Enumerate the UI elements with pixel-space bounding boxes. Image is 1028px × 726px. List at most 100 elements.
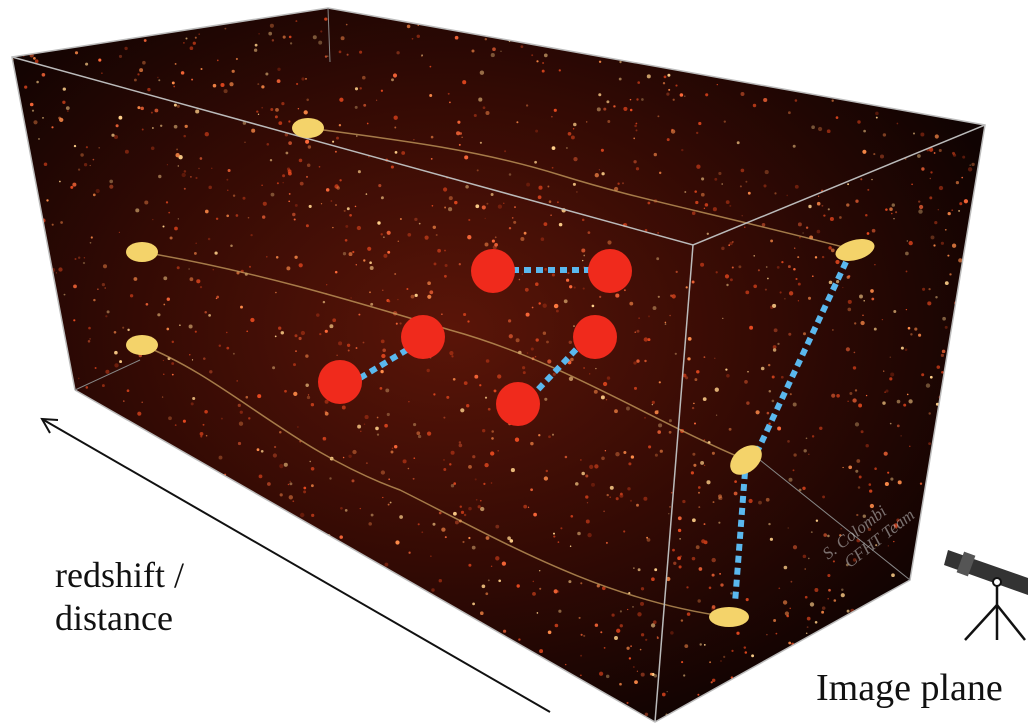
galaxy bbox=[472, 546, 476, 550]
galaxy bbox=[127, 389, 130, 392]
galaxy bbox=[583, 367, 585, 369]
galaxy bbox=[962, 156, 965, 159]
galaxy bbox=[255, 44, 258, 47]
galaxy bbox=[188, 268, 189, 269]
galaxy bbox=[127, 329, 129, 331]
galaxy bbox=[538, 434, 540, 436]
galaxy bbox=[154, 491, 158, 495]
galaxy bbox=[830, 217, 834, 221]
galaxy bbox=[137, 719, 140, 722]
galaxy bbox=[90, 707, 92, 709]
galaxy bbox=[320, 602, 322, 604]
galaxy bbox=[204, 311, 207, 314]
galaxy bbox=[842, 467, 843, 468]
galaxy bbox=[938, 485, 941, 488]
galaxy bbox=[611, 613, 614, 616]
galaxy bbox=[92, 514, 96, 518]
galaxy bbox=[936, 29, 939, 32]
galaxy bbox=[363, 342, 365, 344]
galaxy bbox=[347, 54, 349, 56]
galaxy bbox=[467, 235, 471, 239]
galaxy bbox=[511, 468, 515, 472]
galaxy bbox=[274, 446, 276, 448]
galaxy bbox=[230, 245, 233, 248]
galaxy bbox=[822, 256, 824, 258]
galaxy bbox=[208, 314, 211, 317]
galaxy bbox=[337, 722, 339, 724]
galaxy bbox=[749, 499, 753, 503]
galaxy bbox=[236, 380, 238, 382]
galaxy bbox=[207, 675, 211, 679]
galaxy bbox=[432, 523, 435, 526]
galaxy bbox=[967, 598, 970, 601]
galaxy bbox=[217, 60, 219, 62]
galaxy bbox=[736, 632, 739, 635]
galaxy bbox=[468, 465, 472, 469]
galaxy bbox=[869, 483, 872, 486]
galaxy bbox=[651, 577, 655, 581]
galaxy bbox=[767, 11, 770, 14]
galaxy bbox=[594, 694, 598, 698]
galaxy bbox=[927, 487, 929, 489]
galaxy bbox=[444, 207, 446, 209]
galaxy bbox=[615, 452, 619, 456]
galaxy bbox=[258, 33, 260, 35]
galaxy bbox=[57, 464, 60, 467]
galaxy bbox=[657, 115, 659, 117]
galaxy bbox=[644, 360, 646, 362]
galaxy bbox=[257, 83, 259, 85]
galaxy bbox=[203, 629, 204, 630]
galaxy bbox=[640, 602, 644, 606]
galaxy bbox=[362, 76, 366, 80]
galaxy bbox=[925, 597, 929, 601]
galaxy bbox=[696, 370, 699, 373]
galaxy bbox=[684, 50, 686, 52]
galaxy bbox=[546, 341, 549, 344]
galaxy bbox=[883, 133, 886, 136]
galaxy bbox=[116, 124, 119, 127]
galaxy bbox=[31, 382, 35, 386]
galaxy bbox=[696, 132, 698, 134]
galaxy bbox=[363, 259, 365, 261]
galaxy bbox=[293, 363, 296, 366]
galaxy bbox=[161, 653, 163, 655]
galaxy bbox=[688, 337, 692, 341]
galaxy bbox=[377, 433, 379, 435]
galaxy bbox=[267, 143, 270, 146]
galaxy bbox=[44, 636, 47, 639]
galaxy bbox=[619, 61, 621, 63]
galaxy bbox=[65, 530, 68, 533]
galaxy bbox=[23, 329, 24, 330]
galaxy bbox=[835, 260, 839, 264]
galaxy bbox=[114, 351, 118, 355]
galaxy bbox=[800, 706, 804, 710]
galaxy bbox=[411, 295, 415, 299]
galaxy bbox=[919, 641, 922, 644]
galaxy bbox=[52, 224, 54, 226]
galaxy bbox=[272, 618, 275, 621]
galaxy bbox=[712, 558, 716, 562]
galaxy bbox=[414, 602, 417, 605]
galaxy bbox=[348, 350, 350, 352]
galaxy bbox=[703, 12, 704, 13]
galaxy bbox=[44, 345, 47, 348]
galaxy bbox=[976, 187, 978, 189]
galaxy bbox=[288, 484, 289, 485]
galaxy bbox=[897, 425, 900, 428]
galaxy bbox=[58, 267, 62, 271]
galaxy bbox=[657, 232, 659, 234]
galaxy bbox=[275, 292, 277, 294]
galaxy bbox=[436, 234, 438, 236]
galaxy bbox=[805, 596, 808, 599]
galaxy bbox=[384, 563, 388, 567]
galaxy bbox=[585, 43, 589, 47]
galaxy bbox=[677, 23, 679, 25]
galaxy bbox=[323, 301, 325, 303]
galaxy bbox=[388, 300, 390, 302]
galaxy bbox=[715, 42, 718, 45]
galaxy bbox=[855, 470, 858, 473]
galaxy bbox=[901, 347, 904, 350]
galaxy bbox=[433, 393, 435, 395]
galaxy bbox=[35, 59, 39, 63]
galaxy bbox=[977, 188, 979, 190]
